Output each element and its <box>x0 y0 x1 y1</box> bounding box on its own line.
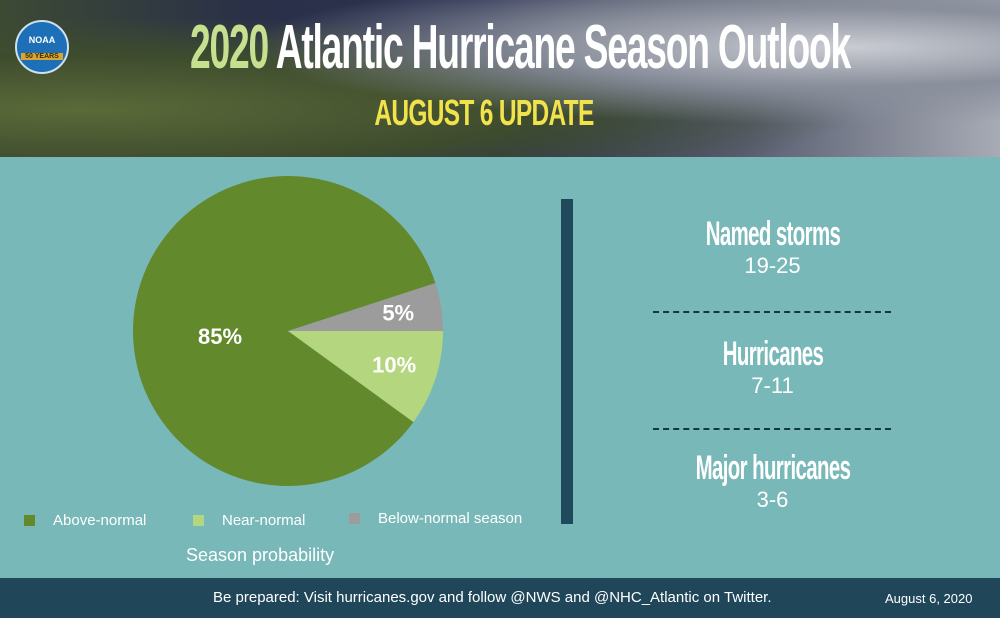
page-subtitle: AUGUST 6 UPDATE <box>374 92 594 133</box>
logo-text: NOAA <box>28 34 56 45</box>
stat-value: 7-11 <box>751 373 794 398</box>
logo-band: 50 YEARS <box>21 52 63 60</box>
legend-swatch <box>349 513 360 524</box>
legend-label: Below-normal season <box>378 510 523 527</box>
legend-item-above: Above-normal <box>24 512 146 529</box>
footer-message: Be prepared: Visit hurricanes.gov and fo… <box>213 589 772 606</box>
stat-named-storms: Named storms 19-25 <box>640 215 905 279</box>
footer-date: August 6, 2020 <box>885 591 973 606</box>
data-label: 85% <box>198 324 242 349</box>
chart-caption: Season probability <box>186 545 335 565</box>
legend-label: Near-normal <box>222 512 306 529</box>
legend-swatch <box>193 515 204 526</box>
legend-label: Above-normal <box>53 512 147 529</box>
divider-bar <box>561 199 573 524</box>
dashed-divider <box>653 311 891 313</box>
title-text: Atlantic Hurricane Season Outlook <box>267 13 852 82</box>
data-label: 10% <box>372 352 416 377</box>
stat-label: Major hurricanes <box>695 449 850 487</box>
slice-above-normal <box>133 176 436 487</box>
stat-value: 3-6 <box>756 487 789 512</box>
title-year: 2020 <box>189 13 269 82</box>
noaa-logo: NOAA 50 YEARS <box>15 20 69 74</box>
legend-swatch <box>24 515 35 526</box>
stat-value: 19-25 <box>744 253 801 278</box>
slice-near-normal <box>288 331 443 423</box>
stat-hurricanes: Hurricanes 7-11 <box>640 335 905 399</box>
legend-item-near: Near-normal <box>193 512 305 529</box>
footer: Be prepared: Visit hurricanes.gov and fo… <box>0 578 1000 618</box>
dashed-divider <box>653 428 891 430</box>
stat-major-hurricanes: Major hurricanes 3-6 <box>640 449 905 513</box>
data-label: 5% <box>382 301 414 326</box>
slice-below-normal <box>288 283 443 331</box>
stat-label: Named storms <box>705 215 840 253</box>
pie-chart: 10% 85% 5% <box>133 176 443 487</box>
legend-item-below: Below-normal season <box>349 510 522 527</box>
page-title: 2020 Atlantic Hurricane Season Outlook <box>189 12 852 84</box>
header-banner: NOAA 50 YEARS 2020 Atlantic Hurricane Sea… <box>0 0 1000 157</box>
stat-label: Hurricanes <box>722 335 823 373</box>
